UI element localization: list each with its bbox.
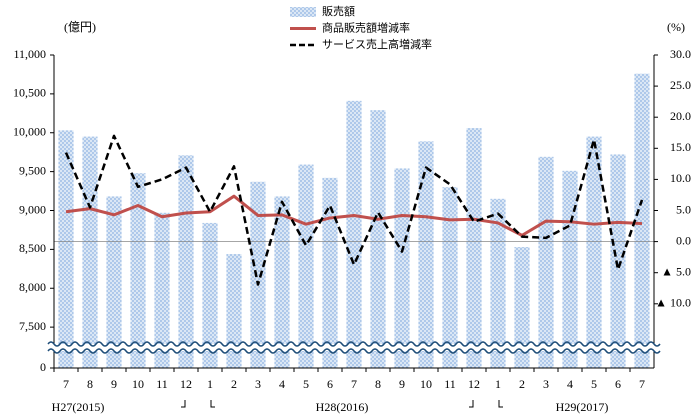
y-tick-label: 8,500 — [19, 241, 46, 255]
x-tick-label: 10 — [132, 377, 144, 391]
year-bracket — [210, 400, 215, 408]
y-tick-label: 8,000 — [19, 280, 46, 294]
y2-tick-label: ▲ 5.0 — [661, 264, 691, 278]
y2-tick-label: 15.0 — [670, 140, 691, 154]
x-tick-label: 10 — [420, 377, 432, 391]
x-tick-label: 1 — [207, 377, 213, 391]
x-tick-label: 7 — [351, 377, 357, 391]
x-tick-label: 3 — [543, 377, 549, 391]
y-tick-label: 9,500 — [19, 163, 46, 177]
year-bracket — [498, 400, 503, 408]
axis-break — [47, 348, 661, 354]
axis-break-gap — [48, 344, 660, 351]
x-tick-label: 1 — [495, 377, 501, 391]
x-tick-label: 4 — [279, 377, 285, 391]
bar — [442, 187, 458, 368]
bar — [418, 141, 434, 368]
bar — [346, 100, 362, 368]
legend-swatch — [290, 7, 316, 17]
y-tick-label: 10,000 — [13, 125, 46, 139]
y2-tick-label: 30.0 — [670, 47, 691, 61]
y-tick-label: 9,000 — [19, 202, 46, 216]
bar — [490, 198, 506, 368]
x-tick-label: 2 — [231, 377, 237, 391]
year-label: H29(2017) — [556, 400, 609, 414]
bar — [202, 222, 218, 368]
bar — [586, 136, 602, 368]
y2-tick-label: 0.0 — [676, 233, 691, 247]
y-tick-label: 7,500 — [19, 319, 46, 333]
legend-label: 販売額 — [322, 5, 355, 18]
dashed-line-series — [64, 134, 644, 286]
bar — [538, 156, 554, 368]
y2-tick-label: 10.0 — [670, 171, 691, 185]
x-tick-label: 8 — [87, 377, 93, 391]
bar — [610, 154, 626, 368]
bar — [226, 254, 242, 368]
y2-unit: (%) — [667, 20, 685, 34]
x-tick-label: 7 — [639, 377, 645, 391]
bar — [82, 136, 98, 368]
year-bracket — [181, 400, 186, 408]
bar — [394, 168, 410, 368]
x-tick-label: 4 — [567, 377, 573, 391]
year-label: H27(2015) — [52, 400, 105, 414]
x-tick-label: 9 — [399, 377, 405, 391]
y-tick-label: 10,500 — [13, 86, 46, 100]
x-tick-label: 6 — [615, 377, 621, 391]
y-unit: (億円) — [64, 20, 96, 34]
x-tick-label: 8 — [375, 377, 381, 391]
bar — [250, 181, 266, 368]
bar — [562, 170, 578, 368]
legend-label: 商品販売額増減率 — [322, 21, 410, 35]
bar — [130, 173, 146, 368]
bar — [298, 164, 314, 368]
x-tick-label: 5 — [591, 377, 597, 391]
y2-tick-label: ▲ 10.0 — [655, 296, 691, 310]
y-tick-label: 11,000 — [13, 47, 46, 61]
x-tick-label: 11 — [444, 377, 456, 391]
y2-tick-label: 20.0 — [670, 109, 691, 123]
bar — [106, 196, 122, 368]
bar — [58, 130, 74, 368]
x-tick-label: 5 — [303, 377, 309, 391]
x-tick-label: 7 — [63, 377, 69, 391]
bar — [154, 212, 170, 368]
legend-label: サービス売上高増減率 — [322, 37, 432, 51]
bar — [514, 247, 530, 368]
y2-tick-label: 5.0 — [676, 202, 691, 216]
bar — [322, 177, 338, 368]
x-tick-label: 11 — [156, 377, 168, 391]
axis-break — [47, 341, 661, 347]
x-tick-label: 3 — [255, 377, 261, 391]
y2-tick-label: 25.0 — [670, 78, 691, 92]
line-series — [65, 194, 643, 237]
x-tick-label: 12 — [468, 377, 480, 391]
bar — [274, 196, 290, 368]
x-tick-label: 12 — [180, 377, 192, 391]
bar — [634, 73, 650, 368]
y-tick-label: 0 — [40, 360, 46, 374]
bar — [466, 128, 482, 368]
year-bracket — [469, 400, 474, 408]
x-tick-label: 9 — [111, 377, 117, 391]
bar — [370, 110, 386, 368]
x-tick-label: 2 — [519, 377, 525, 391]
x-tick-label: 6 — [327, 377, 333, 391]
year-label: H28(2016) — [316, 400, 369, 414]
bar — [178, 155, 194, 368]
